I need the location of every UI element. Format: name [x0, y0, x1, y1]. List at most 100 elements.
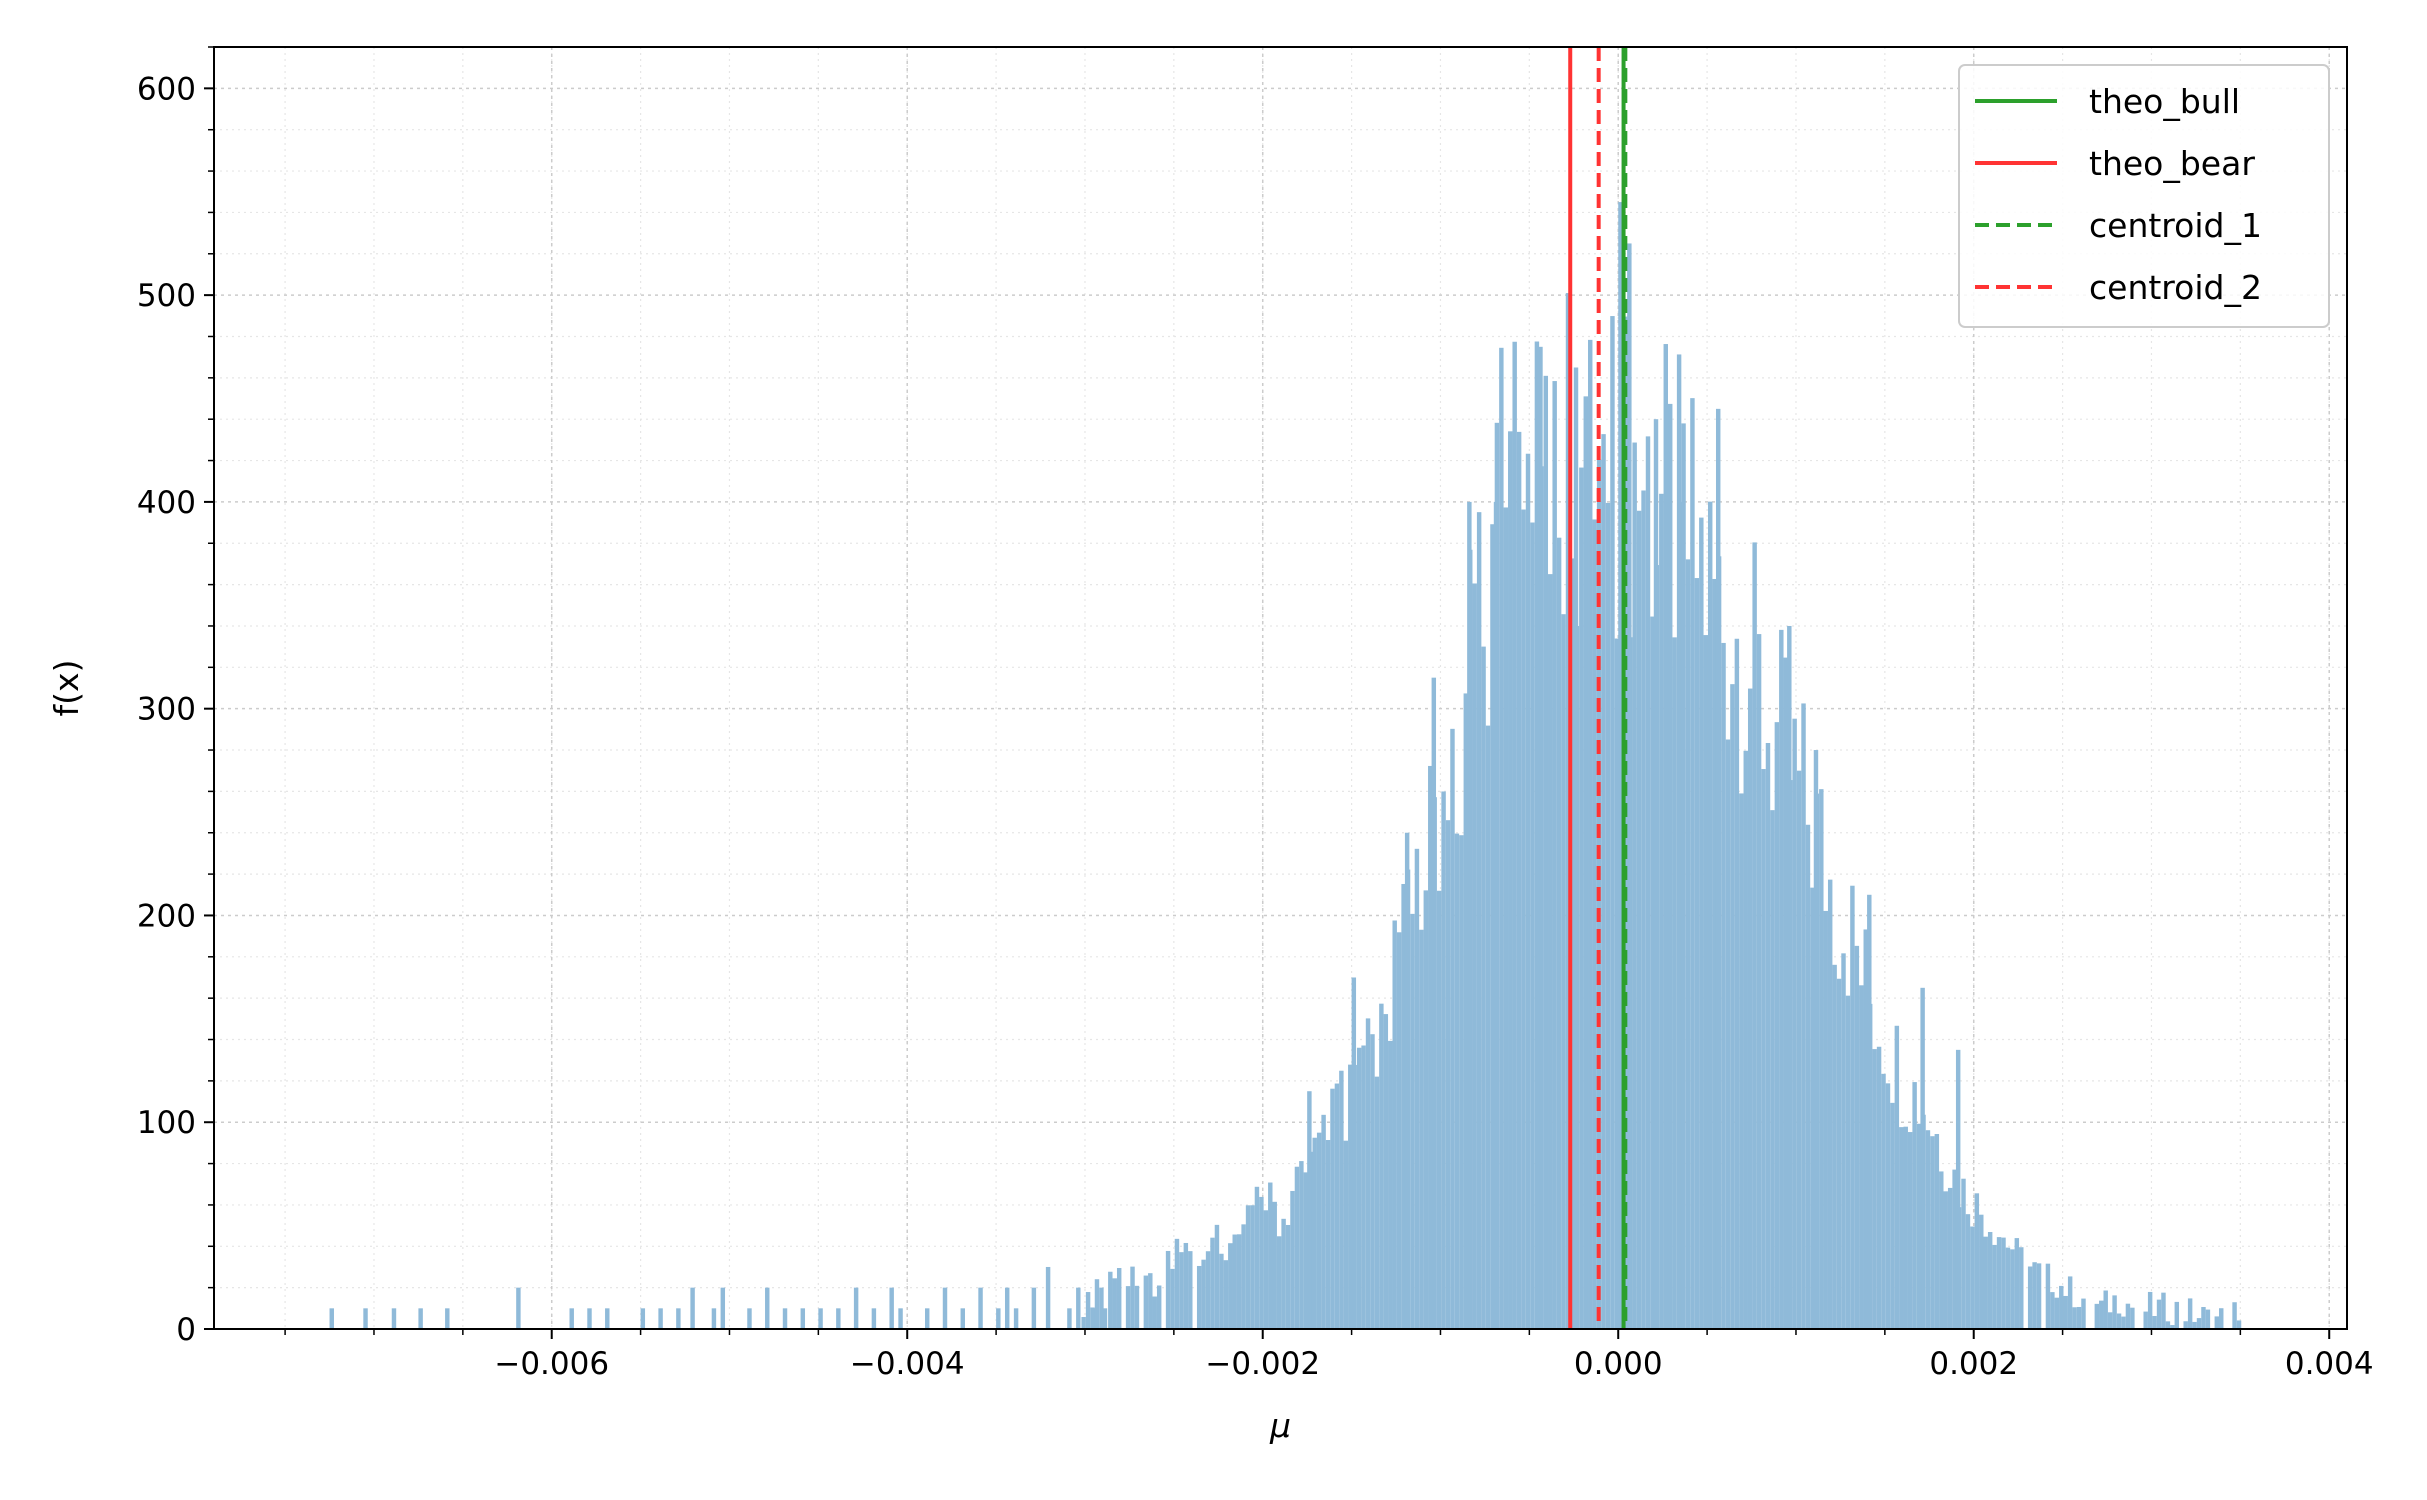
histogram-bar	[1899, 1127, 1904, 1329]
histogram-bar	[1201, 1259, 1206, 1329]
histogram-bar	[1330, 1088, 1335, 1329]
histogram-bar	[1450, 728, 1455, 1329]
histogram-bar	[1156, 1285, 1162, 1329]
histogram-bar	[1588, 339, 1593, 1329]
histogram-bar	[1685, 559, 1691, 1329]
histogram-bar	[2014, 1238, 2020, 1329]
histogram-bar	[1867, 894, 1872, 1329]
histogram-bar	[1404, 832, 1410, 1329]
histogram-bar	[1125, 1286, 1131, 1329]
histogram-bar	[1672, 637, 1677, 1329]
histogram-bar	[2143, 1311, 2148, 1329]
histogram-bar	[1650, 616, 1655, 1329]
histogram-bar	[1556, 537, 1562, 1329]
histogram-bar	[1743, 750, 1748, 1329]
histogram-bar	[1183, 1242, 1189, 1329]
histogram-bar	[445, 1308, 450, 1329]
histogram-bar	[2205, 1309, 2211, 1329]
histogram-bar	[1943, 1191, 1948, 1329]
histogram-bar	[1374, 1076, 1380, 1329]
histogram-bar	[1370, 1034, 1375, 1329]
histogram-bar	[363, 1308, 368, 1329]
histogram-bar	[1339, 1070, 1344, 1329]
histogram-bar	[1925, 1130, 1931, 1329]
histogram-bar	[2147, 1291, 2153, 1329]
histogram-bar	[1174, 1238, 1180, 1329]
histogram-bar	[1365, 1018, 1371, 1329]
histogram-bar	[960, 1308, 965, 1329]
histogram-bar	[1979, 1214, 1984, 1329]
histogram-bar	[1401, 883, 1406, 1329]
histogram-bar	[1493, 501, 1499, 1330]
histogram-bar	[1641, 490, 1646, 1329]
histogram-bar	[1530, 522, 1535, 1329]
histogram-bar	[2019, 1247, 2024, 1329]
histogram-bar	[1872, 1049, 1877, 1329]
histogram-bar	[1813, 750, 1819, 1329]
legend-label-theo-bull: theo_bull	[2089, 82, 2240, 121]
legend-box	[1958, 64, 2330, 328]
histogram-bar	[942, 1287, 948, 1329]
histogram-bars	[329, 202, 2242, 1330]
histogram-bar	[1627, 243, 1632, 1329]
histogram-bar	[2112, 1295, 2117, 1329]
histogram-bar	[1832, 964, 1837, 1329]
histogram-bar	[1792, 718, 1797, 1329]
grid-layer	[214, 46, 2347, 1329]
histogram-bar	[2067, 1276, 2073, 1329]
histogram-bar	[1179, 1252, 1184, 1329]
histogram-bar	[1481, 646, 1486, 1329]
histogram-bar	[1392, 920, 1397, 1329]
histogram-bar	[1094, 1279, 1100, 1329]
histogram-bar	[1579, 467, 1584, 1330]
histogram-bar	[1419, 929, 1424, 1329]
histogram-bar	[676, 1308, 681, 1329]
histogram-bar	[1715, 408, 1721, 1329]
histogram-bar	[2130, 1307, 2135, 1329]
histogram-bar	[1085, 1292, 1091, 1329]
y-axis-label: f(x)	[47, 660, 86, 717]
histogram-bar	[1548, 574, 1553, 1329]
histogram-bar	[836, 1308, 841, 1329]
histogram-bar	[1321, 1114, 1326, 1329]
histogram-bar	[1281, 1218, 1286, 1329]
histogram-bar	[2001, 1237, 2006, 1329]
histogram-bar	[1747, 688, 1753, 1329]
histogram-bar	[1361, 1045, 1366, 1329]
histogram-bar	[1508, 431, 1513, 1329]
histogram-bar	[1614, 638, 1620, 1329]
histogram-bar	[1285, 1224, 1291, 1329]
histogram-bar	[2099, 1300, 2104, 1329]
histogram-bar	[1930, 1136, 1935, 1329]
histogram-bar	[1431, 677, 1437, 1329]
histogram-bar	[1765, 743, 1771, 1329]
histogram-bar	[1827, 879, 1833, 1329]
x-tick-label: 0.000	[1574, 1346, 1663, 1382]
histogram-bar	[1992, 1244, 1997, 1329]
histogram-bar	[800, 1308, 806, 1329]
histogram-bar	[1805, 824, 1811, 1329]
histogram-bar	[1756, 634, 1762, 1329]
histogram-bar	[418, 1308, 423, 1329]
histogram-bar	[1081, 1317, 1086, 1329]
histogram-bar	[2059, 1285, 2064, 1329]
histogram-bar	[818, 1308, 823, 1329]
histogram-bar	[1379, 1003, 1384, 1329]
histogram-bar	[587, 1308, 592, 1329]
histogram-bar	[2054, 1297, 2060, 1329]
histogram-bar	[1770, 810, 1775, 1329]
histogram-bar	[1920, 987, 1925, 1329]
histogram-bar	[1885, 1083, 1891, 1329]
histogram-bar	[1499, 347, 1504, 1329]
histogram-bar	[765, 1287, 770, 1329]
histogram-bar	[747, 1308, 752, 1329]
y-tick-label: 400	[137, 485, 196, 521]
histogram-bar	[1351, 977, 1357, 1329]
histogram-bar	[1254, 1186, 1260, 1329]
histogram-bar	[871, 1308, 877, 1329]
histogram-bar	[1912, 1082, 1917, 1329]
histogram-bar	[2045, 1263, 2051, 1329]
histogram-bar	[978, 1287, 983, 1329]
histogram-bar	[1102, 1308, 1108, 1329]
histogram-bar	[1903, 1126, 1908, 1329]
